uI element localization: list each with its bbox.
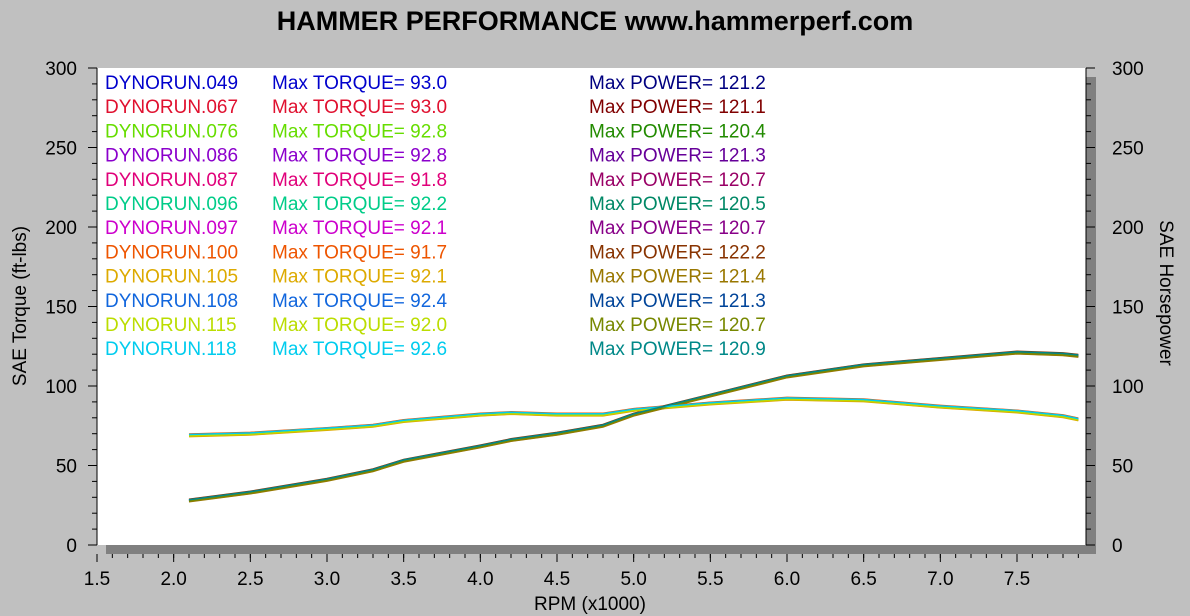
y-right-tick-label: 250 <box>1112 139 1144 160</box>
legend-max-torque: Max TORQUE= 93.0 <box>272 97 447 118</box>
legend-run-name: DYNORUN.096 <box>105 194 238 215</box>
y-axis-right-label: SAE Horsepower <box>1155 220 1176 366</box>
power-line-dynorun-105 <box>188 353 1079 503</box>
legend-max-torque: Max TORQUE= 92.6 <box>272 339 447 360</box>
y-right-tick-label: 50 <box>1112 457 1133 478</box>
legend-run-name: DYNORUN.076 <box>105 121 238 142</box>
x-tick-label: 2.0 <box>160 569 186 590</box>
legend-max-torque: Max TORQUE= 92.1 <box>272 267 447 288</box>
legend-run-name: DYNORUN.108 <box>105 291 238 312</box>
y-right-tick-label: 200 <box>1112 218 1144 239</box>
y-left-tick-label: 200 <box>45 218 77 239</box>
x-tick-label: 6.0 <box>774 569 800 590</box>
legend-max-power: Max POWER= 121.1 <box>589 97 766 118</box>
y-left-tick-label: 100 <box>45 377 77 398</box>
legend-run-name: DYNORUN.086 <box>105 146 238 167</box>
x-tick-label: 3.0 <box>314 569 340 590</box>
legend-max-power: Max POWER= 120.7 <box>589 218 766 239</box>
legend-max-torque: Max TORQUE= 92.8 <box>272 121 447 142</box>
legend-run-name: DYNORUN.100 <box>105 242 238 263</box>
x-tick-label: 4.5 <box>544 569 570 590</box>
x-tick-label: 7.5 <box>1004 569 1030 590</box>
legend-max-power: Max POWER= 121.2 <box>589 73 766 94</box>
y-left-tick-label: 50 <box>56 457 77 478</box>
y-left-tick-label: 250 <box>45 139 77 160</box>
x-tick-label: 6.5 <box>850 569 876 590</box>
legend-run-name: DYNORUN.105 <box>105 267 238 288</box>
x-tick-label: 3.5 <box>390 569 416 590</box>
legend-max-torque: Max TORQUE= 92.4 <box>272 291 448 312</box>
legend-max-power: Max POWER= 120.9 <box>589 339 766 360</box>
legend-max-torque: Max TORQUE= 92.2 <box>272 194 447 215</box>
x-tick-label: 2.5 <box>237 569 263 590</box>
legend-max-power: Max POWER= 121.3 <box>589 146 766 167</box>
legend-max-power: Max POWER= 120.7 <box>589 170 766 191</box>
legend-max-power: Max POWER= 120.5 <box>589 194 766 215</box>
legend-max-power: Max POWER= 120.4 <box>589 121 766 142</box>
x-tick-label: 5.0 <box>620 569 646 590</box>
y-left-tick-label: 300 <box>45 59 77 80</box>
legend-max-torque: Max TORQUE= 92.0 <box>272 315 447 336</box>
torque-line-dynorun-105 <box>188 399 1079 438</box>
legend-max-torque: Max TORQUE= 91.7 <box>272 242 447 263</box>
x-tick-label: 7.0 <box>927 569 953 590</box>
legend-run-name: DYNORUN.067 <box>105 97 238 118</box>
legend-run-name: DYNORUN.049 <box>105 73 238 94</box>
power-line-dynorun-118 <box>188 351 1079 501</box>
y-left-tick-label: 0 <box>66 536 77 557</box>
y-left-tick-label: 150 <box>45 298 77 319</box>
legend: DYNORUN.049 Max TORQUE= 93.0 Max POWER= 12… <box>105 73 766 360</box>
legend-max-torque: Max TORQUE= 92.1 <box>272 218 447 239</box>
torque-line-dynorun-115 <box>188 398 1079 437</box>
chart-title: HAMMER PERFORMANCE www.hammerperf.com <box>277 6 914 36</box>
x-tick-label: 5.5 <box>697 569 723 590</box>
x-tick-label: 1.5 <box>84 569 110 590</box>
legend-max-power: Max POWER= 121.4 <box>589 267 766 288</box>
plot-area <box>97 68 1086 545</box>
legend-max-torque: Max TORQUE= 93.0 <box>272 73 447 94</box>
legend-run-name: DYNORUN.097 <box>105 218 238 239</box>
legend-max-power: Max POWER= 121.3 <box>589 291 766 312</box>
series-lines <box>188 350 1079 503</box>
y-right-tick-label: 100 <box>1112 377 1144 398</box>
power-line-dynorun-115 <box>188 352 1079 502</box>
y-axis-left-label: SAE Torque (ft-lbs) <box>10 226 31 386</box>
y-right-tick-label: 0 <box>1112 536 1123 557</box>
legend-max-power: Max POWER= 120.7 <box>589 315 766 336</box>
legend-max-power: Max POWER= 122.2 <box>589 242 766 263</box>
torque-line-dynorun-118 <box>188 397 1079 436</box>
legend-max-torque: Max TORQUE= 91.8 <box>272 170 447 191</box>
legend-run-name: DYNORUN.115 <box>105 315 237 336</box>
legend-max-torque: Max TORQUE= 92.8 <box>272 146 447 167</box>
x-axis-label: RPM (x1000) <box>534 594 646 615</box>
axis-ticks: 1.5 2.0 2.5 3.0 3.5 4.0 4.5 5.0 5.5 6.0 6.5 7.0 7.5 0… <box>45 59 1143 590</box>
x-tick-label: 4.0 <box>467 569 493 590</box>
legend-run-name: DYNORUN.118 <box>105 339 237 360</box>
y-right-tick-label: 150 <box>1112 298 1144 319</box>
legend-run-name: DYNORUN.087 <box>105 170 238 191</box>
y-right-tick-label: 300 <box>1112 59 1144 80</box>
